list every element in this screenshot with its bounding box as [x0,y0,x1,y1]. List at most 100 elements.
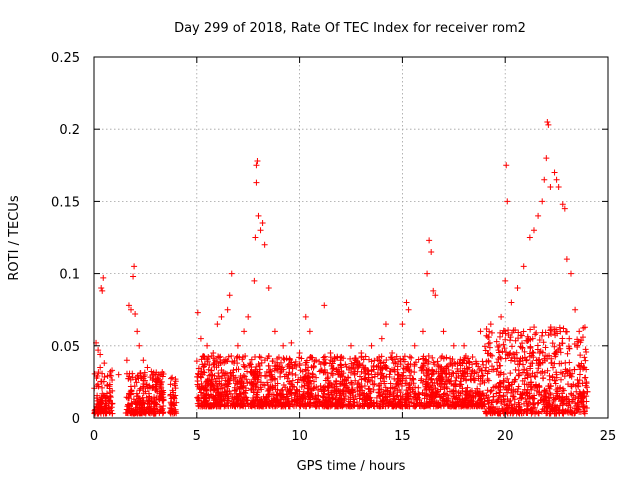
data-point [431,361,438,368]
data-point [528,408,535,415]
data-point [472,389,479,396]
data-point [583,384,590,391]
data-point [380,359,387,366]
data-point [424,400,431,407]
data-point [218,375,225,382]
data-point [330,387,337,394]
data-point [285,395,292,402]
data-point [219,389,226,396]
x-tick-label: 10 [291,429,308,444]
data-point [568,390,575,397]
data-point [168,375,175,382]
data-point [152,410,159,417]
data-point [125,302,132,309]
data-point [257,398,264,405]
data-point [310,378,317,385]
data-point [208,353,215,360]
data-point [481,395,488,402]
data-point [520,328,527,335]
data-point [357,384,364,391]
data-point [493,368,500,375]
data-point [329,395,336,402]
data-point [440,328,447,335]
data-point [523,367,530,374]
data-point [160,402,167,409]
data-point [272,401,279,408]
data-point [576,371,583,378]
data-point [377,360,384,367]
data-point [106,383,113,390]
data-point [196,400,203,407]
data-point [520,400,527,407]
data-point [352,377,359,384]
data-point [497,371,504,378]
data-point [547,327,554,334]
data-point [394,372,401,379]
data-point [536,336,543,343]
data-point [358,350,365,357]
data-point [534,369,541,376]
data-point [366,356,373,363]
data-point [274,386,281,393]
data-point [495,410,502,417]
data-point [259,220,266,227]
data-point [132,311,139,318]
data-point [481,403,488,410]
data-point [98,285,105,292]
data-point [228,270,235,277]
data-point [230,367,237,374]
data-point [370,362,377,369]
data-point [515,329,522,336]
data-point [313,383,320,390]
data-point [415,384,422,391]
data-point [249,381,256,388]
data-point [502,384,509,391]
data-point [508,387,515,394]
data-point [521,381,528,388]
data-point [289,377,296,384]
data-point [523,406,530,413]
data-point [285,371,292,378]
data-point [556,324,563,331]
data-point [272,403,279,410]
data-point [337,357,344,364]
data-point [226,388,233,395]
data-point [406,403,413,410]
data-point [247,385,254,392]
data-point [579,365,586,372]
data-point [390,359,397,366]
data-point [443,370,450,377]
data-point [257,227,264,234]
data-point [227,390,234,397]
data-point [217,360,224,367]
data-point [264,382,271,389]
data-point [566,359,573,366]
data-point [429,367,436,374]
data-point [487,388,494,395]
data-point [436,381,443,388]
data-point [237,377,244,384]
data-point [277,396,284,403]
data-point [552,332,559,339]
data-point [326,383,333,390]
data-point [394,366,401,373]
data-point [529,370,536,377]
data-point [519,344,526,351]
data-point [497,354,504,361]
data-point [200,399,207,406]
data-point [507,409,514,416]
data-point [214,385,221,392]
data-point [566,399,573,406]
data-point [370,386,377,393]
data-point [566,367,573,374]
data-point [443,396,450,403]
data-point [458,402,465,409]
data-point [297,395,304,402]
data-point [580,398,587,405]
data-point [451,393,458,400]
data-point [333,378,340,385]
data-point [325,374,332,381]
data-point [522,396,529,403]
data-point [543,393,550,400]
data-point [346,401,353,408]
